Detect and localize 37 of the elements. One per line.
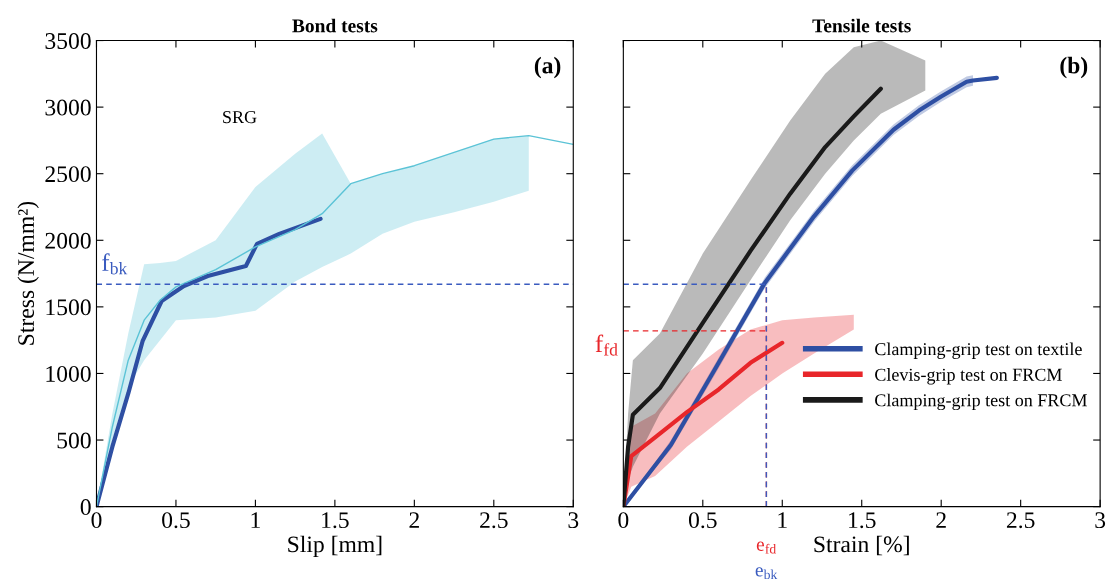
y-tick-label: 2500 bbox=[45, 166, 91, 183]
y-tick-label: 0 bbox=[80, 499, 91, 516]
x-tick-label: 2.5 bbox=[1006, 512, 1035, 529]
chart-title: Tensile tests bbox=[812, 18, 911, 33]
annotation: (a) bbox=[534, 56, 561, 79]
x-tick-label: 1.5 bbox=[322, 512, 349, 529]
chart-title: Bond tests bbox=[292, 18, 378, 33]
y-tick-label: 1500 bbox=[46, 299, 91, 316]
x-tick-label: 1 bbox=[251, 512, 260, 528]
x-tick-label: 0 bbox=[91, 512, 102, 529]
y-axis-title: Stress (N/mm²) bbox=[17, 201, 39, 345]
x-tick-label: 0 bbox=[618, 512, 629, 529]
x-tick-label: 2.5 bbox=[480, 512, 508, 529]
x-tick-label: 2 bbox=[409, 512, 419, 528]
x-tick-label: 0.5 bbox=[688, 512, 717, 529]
x-tick-label: 0.5 bbox=[162, 512, 190, 529]
ref-line-label: f$_{fd}$ bbox=[595, 334, 618, 356]
x-tick-label: 2 bbox=[936, 512, 946, 528]
x-tick-label: 1.5 bbox=[849, 512, 876, 529]
annotation: SRG bbox=[223, 111, 257, 124]
x-axis-title: Slip [mm] bbox=[288, 535, 382, 558]
x-tick-label: 3 bbox=[568, 512, 579, 529]
legend-label: Clamping-grip test on textile bbox=[875, 342, 1082, 359]
legend-label: Clamping-grip test on FRCM bbox=[875, 393, 1087, 411]
y-tick-label: 1000 bbox=[46, 365, 91, 382]
y-tick-label: 3000 bbox=[45, 99, 91, 116]
y-tick-label: 2000 bbox=[45, 232, 91, 249]
ref-line-label: e$_{bk}$ bbox=[755, 567, 778, 579]
y-tick-label: 500 bbox=[57, 432, 91, 449]
annotation: (b) bbox=[1060, 56, 1088, 79]
x-axis-title: Strain [%] bbox=[814, 535, 909, 556]
x-tick-label: 1 bbox=[778, 512, 787, 528]
y-tick-label: 3500 bbox=[45, 33, 91, 49]
ref-line-label: e$_{fd}$ bbox=[756, 541, 777, 554]
ref-line-label: f$_{bk}$ bbox=[102, 253, 128, 275]
x-tick-label: 3 bbox=[1095, 512, 1106, 529]
legend-label: Clevis-grip test on FRCM bbox=[875, 368, 1062, 385]
